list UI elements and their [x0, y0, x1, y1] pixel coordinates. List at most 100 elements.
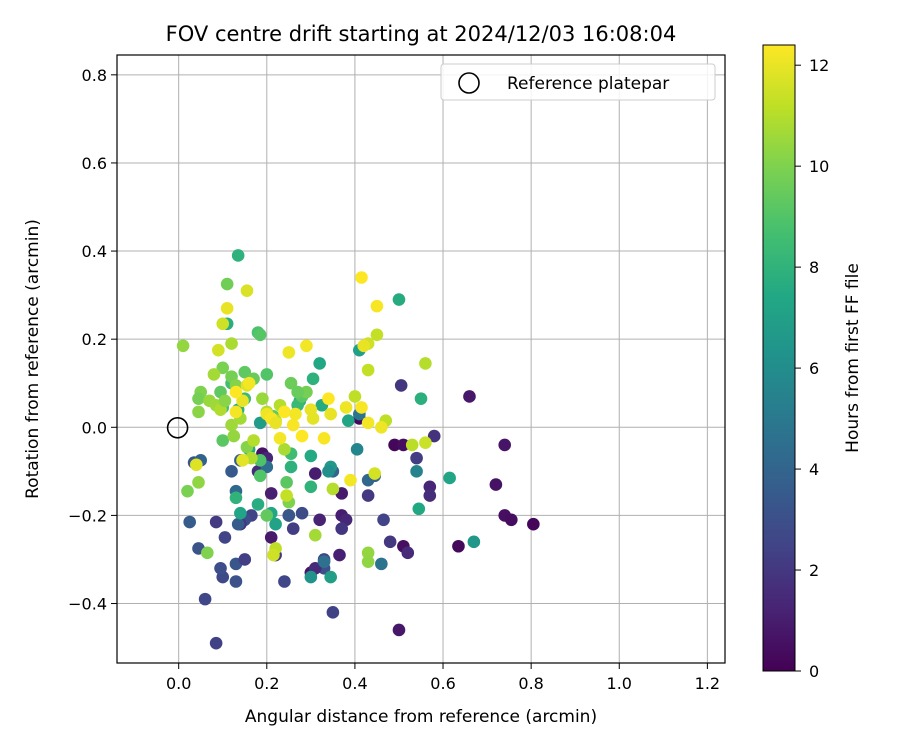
data-point — [392, 623, 406, 637]
colorbar-tick-label: 12 — [809, 56, 829, 75]
data-point — [229, 491, 243, 505]
y-axis-ticks: −0.4 −0.2 0.0 0.2 0.4 0.6 0.8 — [68, 66, 117, 614]
data-point — [278, 575, 291, 588]
data-point — [220, 302, 234, 315]
legend-reference-icon — [458, 72, 480, 94]
data-point — [286, 418, 300, 432]
data-point — [308, 467, 322, 480]
data-point — [383, 535, 397, 549]
data-point — [267, 548, 280, 562]
data-point — [419, 357, 432, 370]
data-point — [375, 420, 388, 434]
data-point — [242, 376, 256, 390]
colorbar-tick-label: 0 — [809, 662, 819, 681]
data-point — [463, 390, 476, 403]
data-point — [231, 249, 245, 262]
x-tick-label: 1.2 — [695, 674, 720, 693]
colorbar-tick-label: 6 — [809, 359, 819, 378]
data-point — [313, 513, 326, 527]
data-point — [216, 317, 230, 331]
data-point — [282, 509, 296, 522]
data-point — [220, 277, 234, 291]
data-point — [236, 394, 249, 408]
data-point — [370, 328, 384, 342]
data-point — [361, 546, 375, 560]
data-point — [348, 390, 362, 403]
data-point — [394, 379, 408, 392]
data-point — [227, 429, 241, 443]
data-point — [405, 438, 419, 452]
plot-frame — [116, 54, 726, 664]
data-point — [324, 407, 337, 421]
data-point — [335, 522, 348, 535]
colorbar-tick-label: 2 — [809, 561, 819, 580]
data-point — [209, 636, 223, 650]
x-tick-label: 0.2 — [254, 674, 279, 693]
data-point — [414, 392, 428, 405]
data-point — [260, 368, 274, 381]
data-point — [251, 498, 265, 511]
data-point — [419, 436, 432, 450]
data-point — [236, 454, 249, 467]
data-point — [357, 339, 371, 353]
data-point — [264, 487, 278, 500]
data-point — [423, 489, 437, 502]
colorbar: 0 2 4 6 8 10 12 Hours from first FF file — [762, 44, 863, 681]
data-point — [234, 506, 247, 520]
x-tick-label: 0.0 — [166, 674, 191, 693]
colorbar-tick-label: 4 — [809, 460, 819, 479]
data-point — [295, 506, 309, 520]
data-point — [225, 418, 238, 432]
data-point — [306, 412, 320, 425]
x-tick-label: 1.0 — [607, 674, 632, 693]
y-tick-label: 0.0 — [82, 418, 107, 437]
data-point — [324, 570, 337, 584]
data-point — [269, 416, 282, 430]
data-point — [216, 361, 230, 375]
data-point — [192, 405, 205, 419]
data-point — [370, 299, 384, 313]
data-point — [198, 592, 212, 606]
data-point — [253, 416, 267, 430]
data-point — [339, 401, 353, 414]
data-point — [176, 339, 190, 353]
data-point — [412, 502, 426, 516]
data-point — [282, 346, 296, 359]
data-point — [190, 458, 203, 472]
data-point — [527, 517, 540, 531]
data-point — [218, 394, 232, 408]
data-point — [306, 372, 320, 386]
data-point — [216, 434, 230, 447]
data-point — [291, 385, 304, 399]
y-tick-label: 0.4 — [82, 242, 107, 261]
data-point — [181, 484, 194, 498]
data-point — [304, 480, 318, 494]
data-point — [278, 405, 291, 419]
data-point — [300, 339, 313, 353]
data-point — [377, 513, 390, 527]
data-point — [247, 434, 260, 447]
data-point — [344, 473, 357, 487]
data-point — [361, 489, 375, 502]
colorbar-gradient — [762, 44, 796, 672]
data-point — [322, 392, 335, 405]
y-axis-label: Rotation from reference (arcmin) — [23, 219, 43, 499]
data-point — [238, 365, 252, 379]
data-point — [207, 368, 221, 381]
data-point — [286, 522, 300, 535]
data-point — [192, 392, 205, 405]
data-point — [427, 429, 441, 443]
data-point — [322, 465, 335, 478]
data-point — [253, 469, 267, 483]
data-point — [284, 460, 298, 474]
data-point — [214, 561, 227, 575]
data-point — [278, 443, 291, 456]
data-point — [375, 557, 388, 571]
data-point — [192, 476, 205, 489]
colorbar-label: Hours from first FF file — [843, 263, 863, 453]
data-point — [326, 606, 340, 619]
data-point — [295, 429, 309, 443]
chart-title: FOV centre drift starting at 2024/12/03 … — [166, 22, 677, 46]
data-point — [452, 539, 465, 553]
data-point — [229, 405, 243, 419]
